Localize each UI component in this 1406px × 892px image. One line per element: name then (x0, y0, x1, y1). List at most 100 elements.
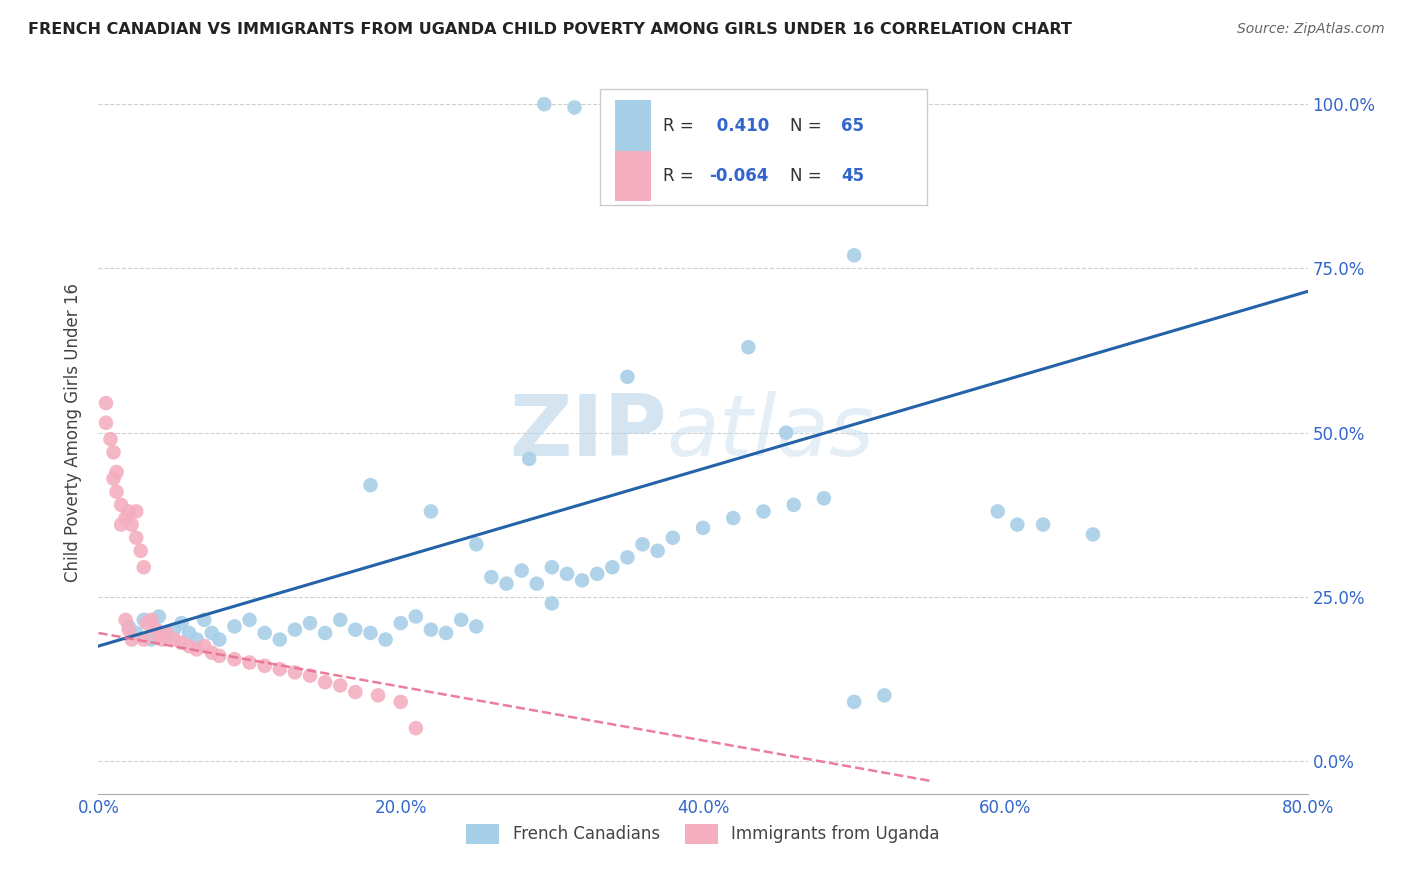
Point (329, 613, 352, 627)
Point (813, 491, 835, 506)
Point (179, 639, 201, 653)
Point (145, 623, 167, 637)
Point (314, 626, 336, 640)
Text: Source: ZipAtlas.com: Source: ZipAtlas.com (1237, 22, 1385, 37)
Point (647, 544, 669, 558)
Point (132, 632, 155, 647)
Point (374, 632, 396, 647)
Point (141, 632, 163, 647)
Point (873, 689, 896, 703)
Point (1007, 517, 1029, 532)
Point (132, 613, 155, 627)
FancyBboxPatch shape (614, 100, 651, 151)
Point (284, 665, 307, 680)
Point (450, 613, 472, 627)
Point (103, 472, 125, 486)
Point (269, 632, 291, 647)
Point (125, 531, 148, 545)
Text: -0.064: -0.064 (709, 167, 769, 186)
Point (193, 613, 215, 627)
Point (987, 504, 1010, 518)
Point (148, 629, 170, 643)
Point (481, 570, 503, 584)
Point (94, 396, 117, 410)
Point (434, 626, 457, 640)
Point (564, 101, 586, 115)
Text: ZIP: ZIP (509, 391, 666, 475)
FancyBboxPatch shape (614, 151, 651, 202)
Point (118, 623, 141, 637)
Point (540, 560, 562, 574)
Text: FRENCH CANADIAN VS IMMIGRANTS FROM UGANDA CHILD POVERTY AMONG GIRLS UNDER 16 COR: FRENCH CANADIAN VS IMMIGRANTS FROM UGAND… (28, 22, 1071, 37)
Point (121, 517, 143, 532)
Point (344, 623, 367, 637)
Point (420, 504, 443, 518)
Point (224, 652, 246, 666)
Text: R =: R = (664, 167, 699, 186)
Point (314, 675, 336, 690)
Point (299, 668, 322, 682)
Point (723, 511, 745, 525)
Point (517, 451, 540, 466)
Point (193, 639, 215, 653)
Point (284, 623, 307, 637)
Point (661, 531, 683, 545)
Point (100, 432, 122, 446)
Point (132, 560, 155, 574)
Point (737, 340, 759, 354)
Y-axis label: Child Poverty Among Girls Under 16: Child Poverty Among Girls Under 16 (65, 283, 83, 582)
Point (224, 619, 246, 633)
Point (148, 609, 170, 624)
Point (752, 504, 775, 518)
Point (110, 517, 132, 532)
Point (105, 484, 128, 499)
Text: N =: N = (790, 117, 827, 135)
Point (586, 566, 609, 581)
Point (186, 632, 208, 647)
Legend: French Canadians, Immigrants from Uganda: French Canadians, Immigrants from Uganda (460, 817, 946, 851)
Point (555, 566, 578, 581)
Point (253, 626, 276, 640)
Point (105, 465, 128, 479)
Point (121, 632, 143, 647)
Point (1081, 527, 1104, 541)
Point (125, 504, 148, 518)
Point (389, 695, 412, 709)
Point (783, 498, 806, 512)
Point (540, 596, 562, 610)
Point (405, 609, 427, 624)
Text: N =: N = (790, 167, 827, 186)
Point (495, 576, 517, 591)
Point (389, 616, 412, 631)
Text: atlas: atlas (666, 391, 875, 475)
Point (844, 248, 866, 262)
Point (155, 626, 177, 640)
Text: 0.410: 0.410 (711, 117, 769, 135)
Point (170, 616, 193, 631)
Point (118, 619, 141, 633)
Point (360, 626, 382, 640)
Point (844, 695, 866, 709)
Point (344, 685, 367, 699)
Text: R =: R = (664, 117, 699, 135)
Point (141, 613, 163, 627)
FancyBboxPatch shape (600, 89, 927, 205)
Point (201, 626, 224, 640)
Point (329, 678, 352, 692)
Point (94, 416, 117, 430)
Point (526, 576, 548, 591)
Point (420, 623, 443, 637)
Point (571, 574, 593, 588)
Point (602, 560, 624, 574)
Point (110, 498, 132, 512)
Point (299, 616, 322, 631)
Point (114, 613, 136, 627)
Point (201, 646, 224, 660)
Point (465, 619, 488, 633)
Point (114, 511, 136, 525)
Point (118, 504, 141, 518)
Point (692, 521, 714, 535)
Point (186, 642, 208, 657)
Point (465, 537, 488, 551)
Point (163, 623, 186, 637)
